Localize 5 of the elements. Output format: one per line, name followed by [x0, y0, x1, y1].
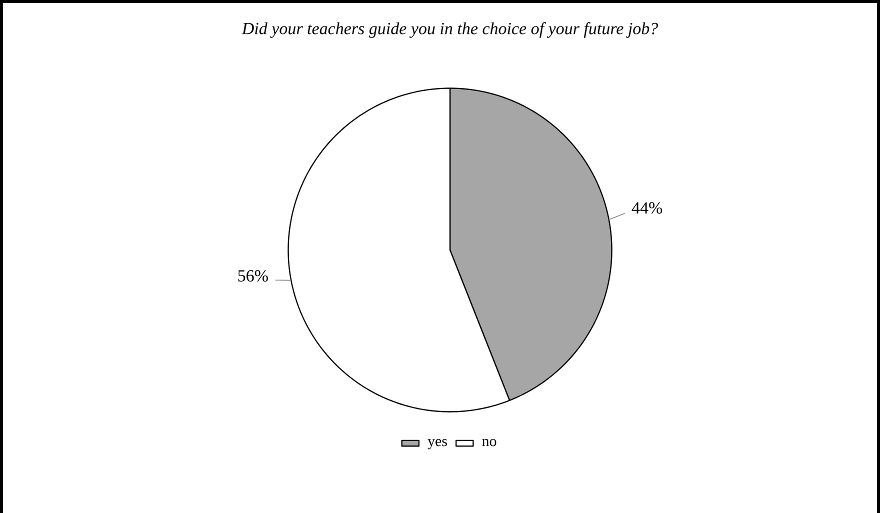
- legend-label: yes: [428, 438, 447, 450]
- data-label: 56%: [238, 270, 268, 282]
- data-label: 44%: [632, 202, 662, 214]
- chart-title: Did your teachers guide you in the choice of your future job?: [242, 22, 658, 38]
- legend-label: no: [482, 438, 496, 446]
